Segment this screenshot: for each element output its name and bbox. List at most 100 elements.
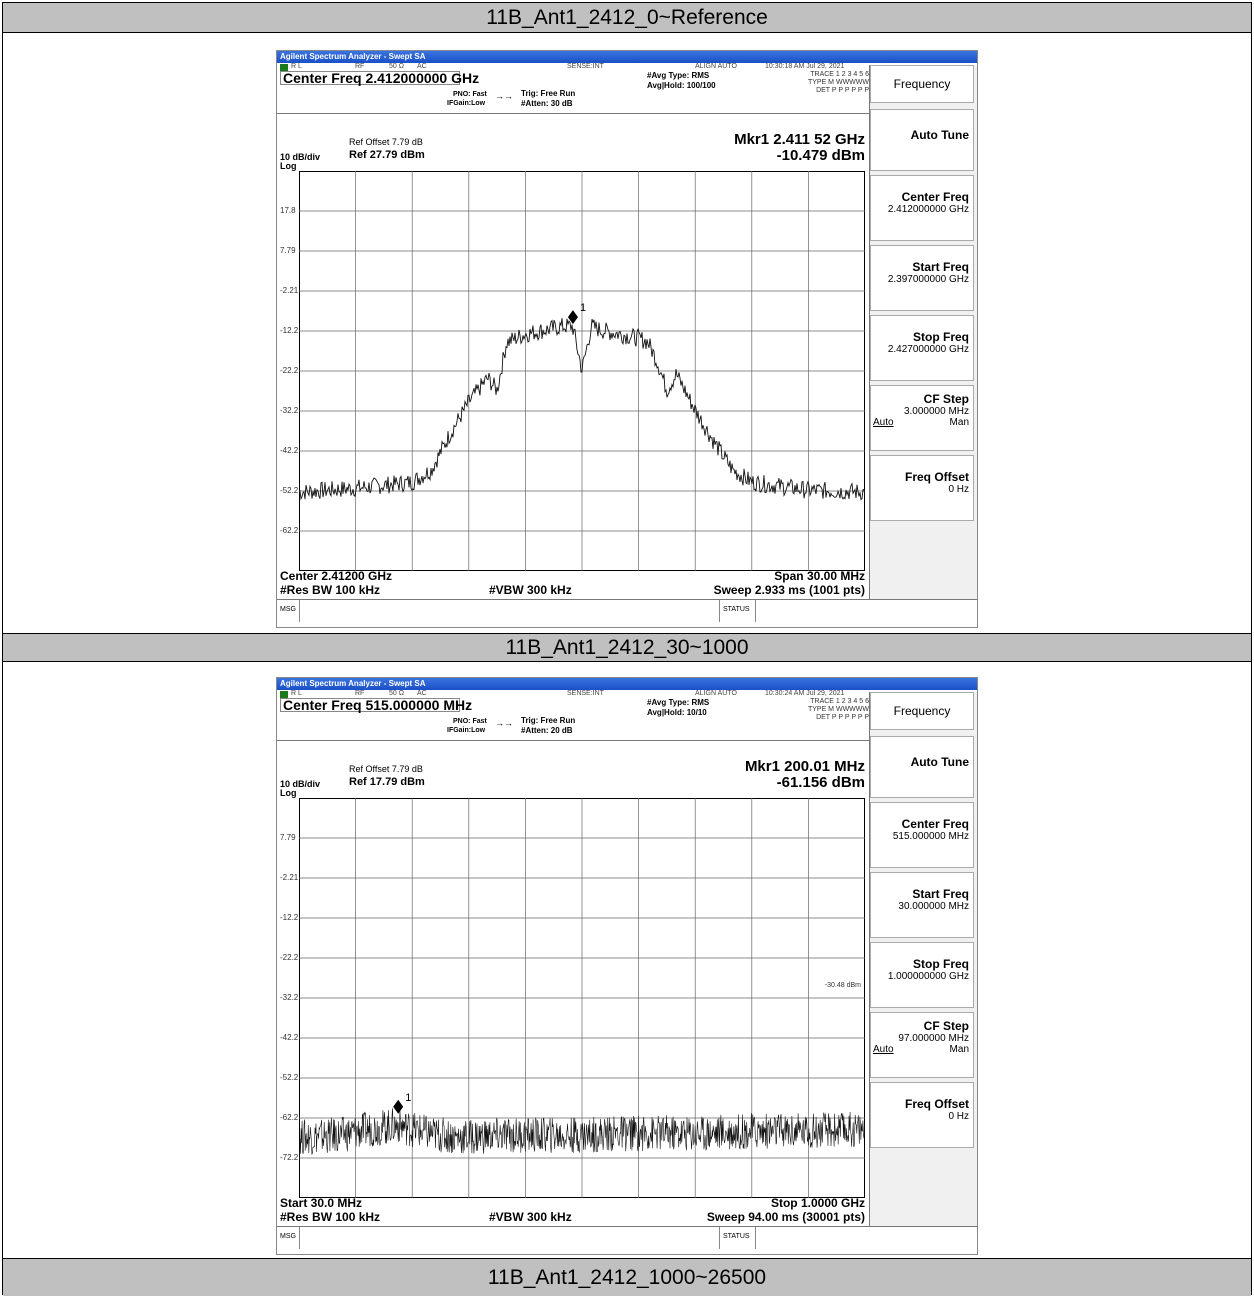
cf-step-label: CF Step [923,1019,969,1033]
start-center-label: Center 2.41200 GHz [280,569,393,583]
info-bar: R L RF 50 Ω AC SENSE:INT ALIGN AUTO 10:3… [277,63,869,71]
avg-type-label: #Avg Type: RMS [647,71,710,80]
span-stop-label: Span 30.00 MHz [774,569,865,583]
auto-tune-label: Auto Tune [910,128,969,142]
window-title: Agilent Spectrum Analyzer - Swept SA [277,678,977,690]
timestamp: 10:30:18 AM Jul 29, 2021 [765,63,845,70]
man-option[interactable]: Man [949,1044,969,1055]
freq-offset-label: Freq Offset [904,470,969,484]
vbw-label: #VBW 300 kHz [489,1210,572,1224]
section-header: 11B_Ant1_2412_0~Reference [3,3,1251,33]
marker-diamond-icon [567,310,578,325]
run-icon [280,691,288,698]
cf-step-label: CF Step [923,392,969,406]
rf-label: RF [355,63,365,70]
marker-number: 1 [405,1092,411,1104]
center-freq-button[interactable]: Center Freq 515.000000 MHz [870,802,974,868]
freq-offset-button[interactable]: Freq Offset 0 Hz [870,1082,974,1148]
marker-diamond-icon [393,1099,404,1114]
ifgain-label: IFGain:Low [447,727,486,734]
status-bar: MSG STATUS [277,599,977,622]
center-freq-display[interactable]: Center Freq 2.412000000 GHz [280,71,479,85]
y-tick-label: 17.8 [280,206,296,215]
coupling-label: AC [417,63,427,70]
impedance-label: 50 Ω [389,690,404,697]
scale-type: Log [280,161,297,171]
y-tick-label: -42.2 [280,446,299,455]
y-tick-label: -72.2 [280,1153,299,1162]
auto-tune-label: Auto Tune [910,755,969,769]
scale-per-div: 10 dB/div [280,152,321,162]
auto-option[interactable]: Auto [873,1044,894,1055]
y-tick-label: -42.2 [280,1033,299,1042]
trace-numbers: TRACE 1 2 3 4 5 6 [810,698,869,705]
y-tick-label: -52.2 [280,1073,299,1082]
stop-freq-label: Stop Freq [913,330,969,344]
freq-offset-button[interactable]: Freq Offset 0 Hz [870,455,974,521]
y-tick-label: -32.2 [280,993,299,1002]
man-option[interactable]: Man [949,417,969,428]
arrow-icon: →→ [495,718,513,728]
cf-step-value: 3.000000 MHz [903,406,969,417]
align-label: ALIGN AUTO [695,63,737,70]
msg-label: MSG [280,1233,296,1240]
auto-tune-button[interactable]: Auto Tune [870,109,974,171]
cf-step-button[interactable]: CF Step 97.000000 MHz Auto Man [870,1012,974,1078]
marker-number: 1 [580,302,586,314]
run-icon [280,64,288,71]
marker-frequency: Mkr1 200.01 MHz [744,758,865,775]
center-freq-label: Center Freq [901,190,969,204]
spectrum-analyzer-screenshot: Agilent Spectrum Analyzer - Swept SA R L… [276,50,978,628]
sweep-label: Sweep 94.00 ms (30001 pts) [706,1210,865,1224]
y-tick-label: -62.2 [280,526,299,535]
rl-label: R L [291,690,302,697]
scale-type: Log [280,788,297,798]
section-header: 11B_Ant1_2412_1000~26500 [3,1258,1251,1296]
ref-level: Ref 17.79 dBm [349,776,425,788]
center-freq-button[interactable]: Center Freq 2.412000000 GHz [870,175,974,241]
msg-label: MSG [280,606,296,613]
trace-info: TRACE 1 2 3 4 5 6 TYPE M WWWWW DET P P P… [791,698,869,722]
trace-types: TYPE M WWWWW [807,706,869,713]
stop-freq-button[interactable]: Stop Freq 2.427000000 GHz [870,315,974,381]
sense-label: SENSE:INT [567,690,604,697]
avg-hold-label: Avg|Hold: 100/100 [647,81,716,90]
start-freq-value: 30.000000 MHz [898,901,969,912]
cf-step-button[interactable]: CF Step 3.000000 MHz Auto Man [870,385,974,451]
spectrum-analyzer-screenshot: Agilent Spectrum Analyzer - Swept SA R L… [276,677,978,1255]
auto-tune-button[interactable]: Auto Tune [870,736,974,798]
start-freq-button[interactable]: Start Freq 2.397000000 GHz [870,245,974,311]
span-stop-label: Stop 1.0000 GHz [770,1196,865,1210]
divider [277,740,869,741]
cf-step-value: 97.000000 MHz [898,1033,969,1044]
rbw-label: #Res BW 100 kHz [280,1210,381,1224]
start-freq-button[interactable]: Start Freq 30.000000 MHz [870,872,974,938]
center-freq-label: Center Freq [901,817,969,831]
menu-title: Frequency [870,65,974,103]
freq-offset-label: Freq Offset [904,1097,969,1111]
avg-hold-label: Avg|Hold: 10/10 [647,708,707,717]
ifgain-label: IFGain:Low [447,100,486,107]
auto-option[interactable]: Auto [873,417,894,428]
freq-offset-value: 0 Hz [948,1111,969,1122]
atten-label: #Atten: 30 dB [521,99,573,108]
coupling-label: AC [417,690,427,697]
sense-label: SENSE:INT [567,63,604,70]
impedance-label: 50 Ω [389,63,404,70]
y-tick-label: 7.79 [280,833,296,842]
trace-detectors: DET P P P P P P [816,714,869,721]
stop-freq-value: 1.000000000 GHz [887,971,969,982]
status-label: STATUS [723,606,750,613]
rf-label: RF [355,690,365,697]
status-bar: MSG STATUS [277,1226,977,1249]
sweep-label: Sweep 2.933 ms (1001 pts) [713,583,865,597]
ref-level: Ref 27.79 dBm [349,149,425,161]
scale-per-div: 10 dB/div [280,779,321,789]
trace-types: TYPE M WWWWW [807,79,869,86]
display-line-label: -30.48 dBm [825,982,861,989]
stop-freq-button[interactable]: Stop Freq 1.000000000 GHz [870,942,974,1008]
center-freq-display[interactable]: Center Freq 515.000000 MHz [280,698,472,712]
divider [277,113,869,114]
ref-offset: Ref Offset 7.79 dB [349,764,423,774]
